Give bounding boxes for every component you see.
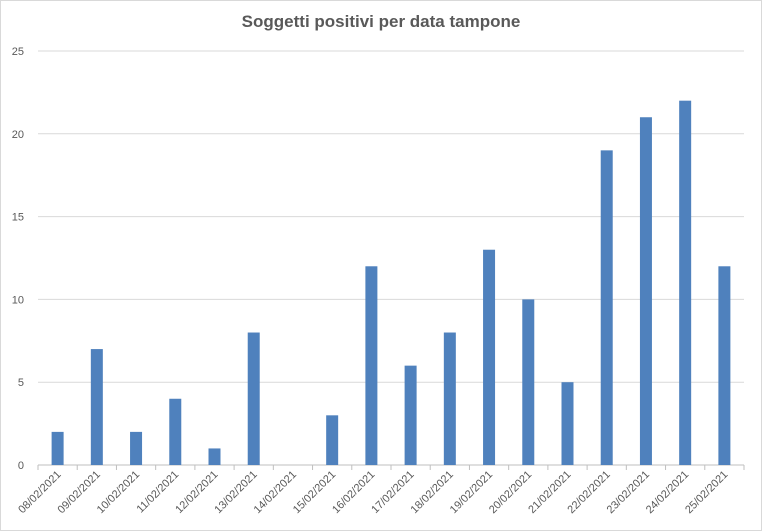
x-tick-label: 10/02/2021 bbox=[95, 469, 142, 516]
chart-title: Soggetti positivi per data tampone bbox=[241, 12, 521, 31]
bar bbox=[483, 249, 496, 465]
bar bbox=[718, 266, 731, 465]
x-tick-label: 25/02/2021 bbox=[683, 469, 730, 516]
bar bbox=[169, 398, 182, 465]
bar bbox=[208, 448, 221, 465]
y-tick-label: 20 bbox=[12, 129, 24, 141]
bar bbox=[326, 415, 339, 465]
bar bbox=[90, 349, 103, 465]
y-tick-label: 0 bbox=[18, 460, 24, 472]
bar bbox=[365, 266, 378, 465]
bar bbox=[639, 117, 652, 466]
bar bbox=[130, 431, 143, 465]
y-tick-label: 25 bbox=[12, 46, 24, 58]
bar bbox=[522, 299, 535, 465]
bar bbox=[561, 382, 574, 465]
y-tick-label: 10 bbox=[12, 294, 24, 306]
y-tick-label: 5 bbox=[18, 377, 24, 389]
bar bbox=[247, 332, 260, 465]
bar bbox=[443, 332, 456, 465]
bar bbox=[51, 431, 64, 465]
bar bbox=[679, 100, 692, 466]
bar bbox=[404, 365, 417, 465]
y-tick-label: 15 bbox=[12, 212, 24, 224]
bar bbox=[600, 150, 613, 466]
